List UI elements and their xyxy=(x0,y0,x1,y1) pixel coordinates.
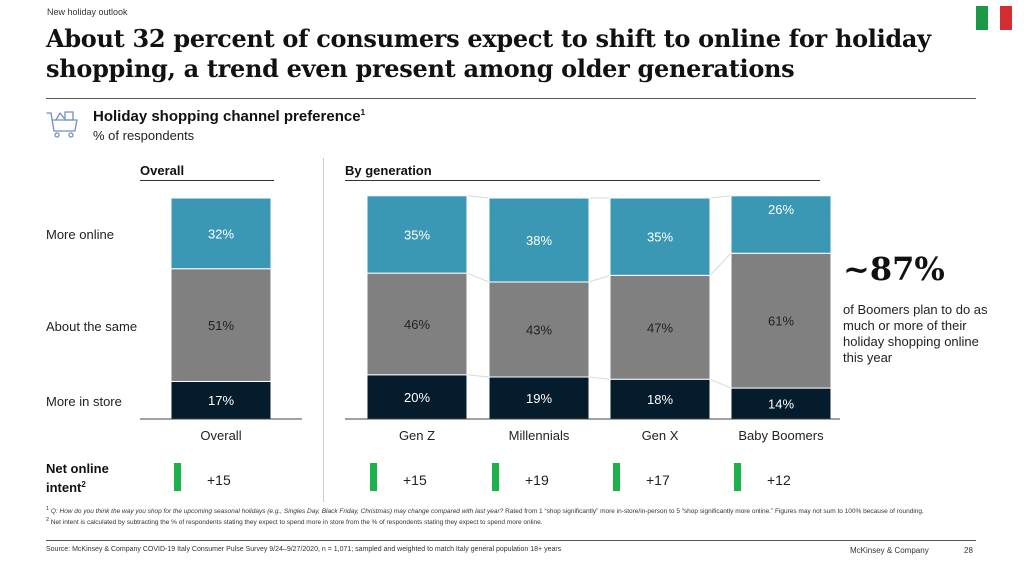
category-label-baby-boomers: Baby Boomers xyxy=(738,428,824,443)
bar-segment-millennials-about-the-same xyxy=(488,281,590,378)
flag-stripe-green xyxy=(976,6,988,30)
data-label-gen-x-more-in-store: 18% xyxy=(647,392,673,407)
bar-segment-gen-z-about-the-same xyxy=(366,272,468,376)
connector-line xyxy=(709,378,732,389)
chart-title: Holiday shopping channel preference1 xyxy=(93,108,365,125)
footnote-marker: 2 xyxy=(81,480,86,489)
net-intent-value-gen-z: +15 xyxy=(403,472,427,488)
category-label-overall: Overall xyxy=(200,428,241,443)
row-label-more-online: More online xyxy=(46,227,114,242)
tracker-label: New holiday outlook xyxy=(47,7,128,17)
footnote-1-rest: Rated from 1 “shop significantly” more i… xyxy=(503,508,924,516)
net-intent-marker xyxy=(734,463,741,491)
bar-segment-overall-more-online xyxy=(170,197,272,270)
footnote-marker: 1 xyxy=(360,108,366,117)
data-label-gen-x-more-online: 35% xyxy=(647,230,673,245)
callout-text: of Boomers plan to do as much or more of… xyxy=(843,302,988,365)
data-label-baby-boomers-more-in-store: 14% xyxy=(768,397,794,412)
category-label-millennials: Millennials xyxy=(509,428,570,443)
connector-line xyxy=(466,195,490,199)
connector-line xyxy=(709,195,732,199)
footnote-2-text: Net intent is calculated by subtracting … xyxy=(50,519,543,527)
page-title: About 32 percent of consumers expect to … xyxy=(46,24,931,83)
data-label-gen-z-more-in-store: 20% xyxy=(404,390,430,405)
bar-segment-gen-x-more-online xyxy=(609,197,711,276)
net-intent-marker xyxy=(370,463,377,491)
data-label-overall-about-the-same: 51% xyxy=(208,318,234,333)
data-label-baby-boomers-more-online: 26% xyxy=(768,202,794,217)
connector-line xyxy=(466,272,490,283)
footnote-2: 2 Net intent is calculated by subtractin… xyxy=(46,517,543,527)
section-header-overall: Overall xyxy=(140,163,274,181)
net-intent-value-millennials: +19 xyxy=(525,472,549,488)
callout-value: ~87% xyxy=(843,250,945,288)
footnote-1: 1 Q: How do you think the way you shop f… xyxy=(46,506,924,516)
category-label-gen-z: Gen Z xyxy=(399,428,435,443)
row-label-more-in-store: More in store xyxy=(46,394,122,409)
flag-stripe-red xyxy=(1000,6,1012,30)
title-divider xyxy=(46,98,976,99)
data-label-baby-boomers-about-the-same: 61% xyxy=(768,314,794,329)
bar-segment-gen-x-about-the-same xyxy=(609,274,711,380)
connector-line xyxy=(466,374,490,378)
data-label-overall-more-in-store: 17% xyxy=(208,393,234,408)
connector-line xyxy=(588,376,611,380)
footnotes: 1 Q: How do you think the way you shop f… xyxy=(46,505,976,527)
chart-subtitle: % of respondents xyxy=(93,128,195,143)
shopping-cart-icon xyxy=(46,111,78,138)
row-label-about-same: About the same xyxy=(46,319,138,334)
net-intent-label-line2: intent xyxy=(46,480,82,495)
stacked-bar-chart: 17% 51% 32% Overall +15 20% 46% 35% Gen Z +15 19% 4… xyxy=(140,195,840,491)
category-label-gen-x: Gen X xyxy=(642,428,679,443)
net-intent-value-overall: +15 xyxy=(207,472,231,488)
bar-segment-gen-z-more-online xyxy=(366,195,468,274)
net-intent-value-baby-boomers: +12 xyxy=(767,472,791,488)
section-divider xyxy=(323,158,324,502)
italy-flag-icon xyxy=(976,6,1012,30)
net-intent-marker xyxy=(492,463,499,491)
bar-segment-millennials-more-in-store xyxy=(488,376,590,420)
data-label-millennials-more-in-store: 19% xyxy=(526,391,552,406)
bar-segment-baby-boomers-more-online xyxy=(730,195,832,254)
data-label-millennials-about-the-same: 43% xyxy=(526,322,552,337)
net-intent-value-gen-x: +17 xyxy=(646,472,670,488)
section-header-by-generation: By generation xyxy=(345,163,820,181)
brand-name: McKinsey & Company xyxy=(850,546,929,555)
net-intent-label-line1: Net online xyxy=(46,461,109,476)
data-label-millennials-more-online: 38% xyxy=(526,233,552,248)
page-number: 28 xyxy=(964,546,973,555)
data-label-gen-z-about-the-same: 46% xyxy=(404,317,430,332)
footnote-1-question: Q: How do you think the way you shop for… xyxy=(50,508,504,516)
net-intent-marker xyxy=(613,463,620,491)
flag-stripe-white xyxy=(988,6,1000,30)
net-intent-marker xyxy=(174,463,181,491)
footer-divider xyxy=(46,540,976,541)
chart-title-text: Holiday shopping channel preference xyxy=(93,108,361,125)
connector-line xyxy=(709,252,732,276)
connector-line xyxy=(588,274,611,283)
data-label-gen-z-more-online: 35% xyxy=(404,227,430,242)
net-intent-label: Net online intent2 xyxy=(46,461,109,496)
bar-segment-millennials-more-online xyxy=(488,197,590,283)
data-label-gen-x-about-the-same: 47% xyxy=(647,320,673,335)
data-label-overall-more-online: 32% xyxy=(208,226,234,241)
source-note: Source: McKinsey & Company COVID-19 Ital… xyxy=(46,546,562,553)
bar-segment-baby-boomers-about-the-same xyxy=(730,252,832,389)
bar-segment-gen-z-more-in-store xyxy=(366,374,468,420)
